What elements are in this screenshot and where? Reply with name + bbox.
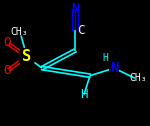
Text: S: S — [22, 49, 32, 64]
Text: H: H — [102, 53, 108, 63]
Text: CH₃: CH₃ — [11, 27, 28, 37]
Text: H: H — [80, 88, 88, 101]
Text: O: O — [4, 37, 11, 50]
Text: N: N — [110, 61, 118, 75]
Text: N: N — [71, 2, 79, 16]
Text: CH₃: CH₃ — [129, 73, 147, 83]
Text: C: C — [77, 24, 85, 37]
Text: O: O — [4, 64, 11, 77]
